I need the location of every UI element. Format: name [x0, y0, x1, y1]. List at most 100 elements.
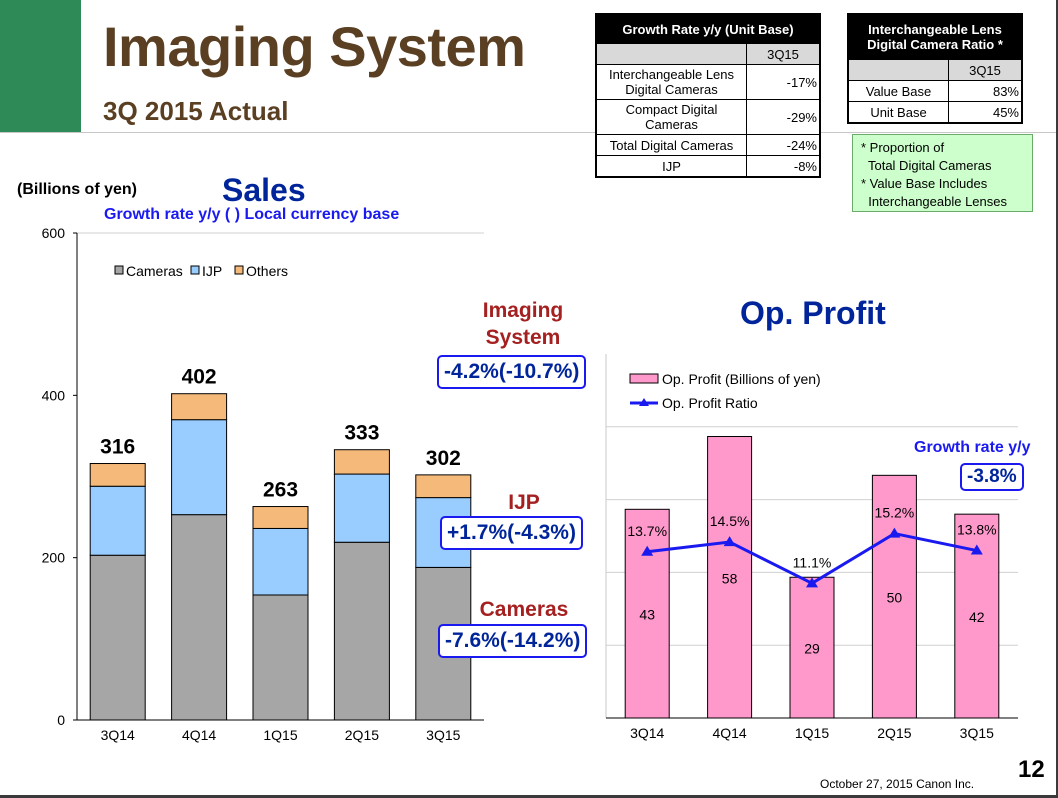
op-profit-bar: [871, 474, 917, 719]
x-tick-label: 2Q15: [345, 727, 379, 743]
ijp-bar-segment: [333, 473, 390, 543]
footnote-line: Total Digital Cameras: [861, 158, 992, 173]
x-tick-label: 4Q14: [182, 727, 216, 743]
table-row-value: -29%: [746, 99, 821, 135]
ratio-footnote: * Proportion of Total Digital Cameras * …: [852, 134, 1033, 212]
page-title: Imaging System: [103, 15, 526, 78]
table-row-label: IJP: [595, 155, 747, 178]
legend-label: Others: [246, 263, 288, 279]
segment-label-cameras: Cameras: [479, 598, 569, 621]
growth-rate-table: Growth Rate y/y (Unit Base) 3Q15 Interch…: [595, 13, 821, 178]
ijp-bar-segment: [89, 485, 146, 556]
table-row-value: 83%: [948, 80, 1023, 102]
op-growth-value: -3.8%: [960, 463, 1024, 491]
op-profit-ratio-label: 14.5%: [710, 513, 750, 529]
legend-swatch: [114, 265, 124, 275]
ratio-table-title: Interchangeable Lens Digital Camera Rati…: [847, 13, 1023, 60]
footer-date: October 27, 2015 Canon Inc.: [820, 777, 975, 791]
footnote-line: * Proportion of: [861, 140, 945, 155]
op-profit-value-label: 58: [722, 570, 738, 586]
sales-chart-title: Sales: [222, 172, 306, 208]
bar-total-label: 263: [263, 479, 298, 502]
table-row-label: Total Digital Cameras: [595, 134, 747, 156]
x-tick-label: 2Q15: [877, 725, 911, 741]
table-row-value: -24%: [746, 134, 821, 156]
op-profit-ratio-label: 13.7%: [627, 523, 667, 539]
footnote-line: Interchangeable Lenses: [861, 194, 1007, 209]
table-row-value: 45%: [948, 101, 1023, 124]
op-profit-ratio-label: 15.2%: [875, 505, 915, 521]
bar-total-label: 333: [344, 422, 379, 445]
others-bar-segment: [252, 506, 309, 529]
op-profit-bar: [789, 576, 835, 719]
y-tick-label: 200: [42, 550, 66, 566]
growth-table-column: 3Q15: [746, 43, 821, 65]
y-tick-label: 600: [42, 225, 66, 241]
legend-swatch: [234, 265, 244, 275]
bar-total-label: 302: [426, 447, 461, 470]
op-profit-value-label: 43: [639, 607, 655, 623]
table-row-value: -17%: [746, 64, 821, 100]
ratio-table-column: 3Q15: [948, 59, 1023, 81]
y-tick-label: 400: [42, 387, 66, 403]
others-bar-segment: [333, 449, 390, 475]
x-tick-label: 3Q14: [101, 727, 135, 743]
op-profit-ratio-marker: [970, 544, 983, 555]
header-accent: [0, 0, 81, 132]
bar-total-label: 402: [182, 366, 217, 389]
table-row-label: Interchangeable Lens Digital Cameras: [595, 64, 747, 100]
slide-border-right: [1056, 0, 1058, 798]
ijp-bar-segment: [171, 419, 228, 516]
others-bar-segment: [171, 393, 228, 421]
legend-label: Op. Profit Ratio: [662, 395, 758, 411]
cameras-bar-segment: [333, 541, 390, 721]
sales-unit-label: (Billions of yen): [17, 181, 137, 198]
legend-label: Cameras: [126, 263, 183, 279]
op-profit-ratio-marker: [641, 545, 654, 556]
op-profit-ratio-label: 11.1%: [793, 554, 832, 570]
legend-label: IJP: [202, 263, 222, 279]
cameras-bar-segment: [252, 594, 309, 721]
table-row-label: Unit Base: [847, 101, 949, 124]
op-profit-bar: [707, 436, 753, 719]
x-tick-label: 3Q15: [426, 727, 460, 743]
op-profit-value-label: 42: [969, 609, 985, 625]
x-tick-label: 3Q15: [960, 725, 994, 741]
legend-swatch: [629, 373, 659, 384]
table-row-label: Compact Digital Cameras: [595, 99, 747, 135]
segment-growth-imaging: -4.2%(-10.7%): [437, 355, 587, 389]
legend-label: Op. Profit (Billions of yen): [662, 371, 821, 387]
x-tick-label: 1Q15: [795, 725, 829, 741]
ijp-bar-segment: [252, 527, 309, 596]
page-subtitle: 3Q 2015 Actual: [103, 96, 289, 126]
segment-growth-ijp: +1.7%(-4.3%): [440, 516, 583, 550]
op-profit-ratio-marker: [806, 577, 818, 588]
segment-label-imaging: Imaging System: [482, 299, 564, 349]
page-number: 12: [1018, 756, 1045, 783]
header-divider: [0, 132, 1058, 133]
table-row-label: Value Base: [847, 80, 949, 102]
cameras-bar-segment: [171, 514, 228, 721]
op-growth-label: Growth rate y/y: [914, 439, 1031, 456]
camera-ratio-table: Interchangeable Lens Digital Camera Rati…: [847, 13, 1023, 124]
others-bar-segment: [415, 474, 472, 499]
sales-growth-note: Growth rate y/y ( ) Local currency base: [104, 206, 400, 223]
op-profit-title: Op. Profit: [740, 295, 886, 331]
op-profit-value-label: 50: [887, 590, 903, 606]
op-profit-ratio-marker: [888, 527, 901, 538]
footnote-line: * Value Base Includes: [861, 176, 988, 191]
op-profit-value-label: 29: [804, 641, 820, 657]
op-profit-ratio-marker: [723, 536, 736, 547]
x-tick-label: 4Q14: [712, 725, 746, 741]
x-tick-label: 1Q15: [263, 727, 297, 743]
legend-marker: [639, 398, 649, 406]
y-tick-label: 0: [57, 712, 65, 728]
slide-border-bottom: [0, 795, 1058, 798]
x-tick-label: 3Q14: [630, 725, 664, 741]
op-profit-bar: [624, 508, 670, 719]
bar-total-label: 316: [100, 436, 135, 459]
others-bar-segment: [89, 463, 146, 487]
cameras-bar-segment: [89, 554, 146, 721]
segment-label-ijp: IJP: [508, 491, 540, 514]
